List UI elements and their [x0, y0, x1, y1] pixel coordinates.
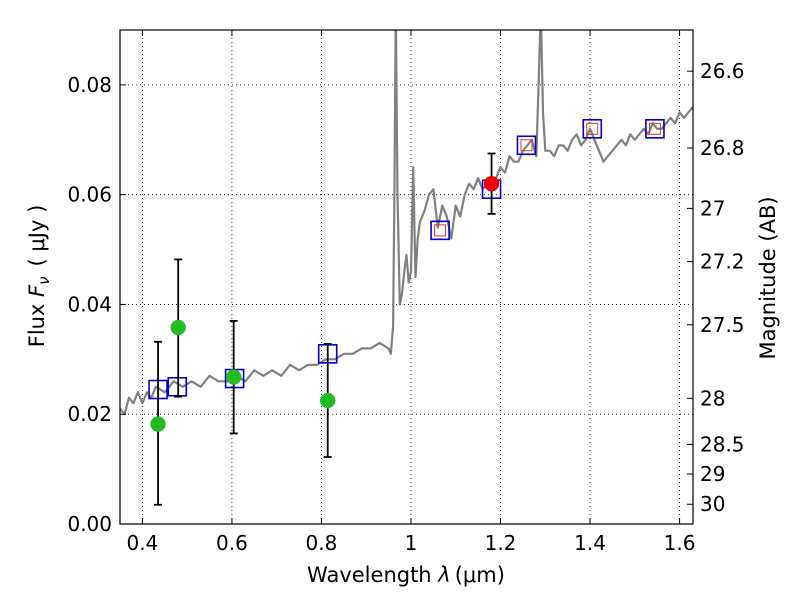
measured-photometry-square [648, 122, 661, 135]
mag-tick-label: 26.8 [700, 136, 745, 160]
mag-tick-label: 28.5 [700, 432, 745, 456]
x-tick-label: 1.6 [664, 531, 696, 555]
y-tick-label: 0.04 [67, 292, 112, 316]
x-axis-title-unit: (μm) [455, 563, 505, 587]
mag-tick-label: 29 [700, 462, 725, 486]
y-axis-title-subscript: ν [35, 276, 53, 284]
y-axis-title-prefix: Flux [25, 297, 49, 347]
y-tick-label: 0.08 [67, 73, 112, 97]
x-tick-label: 0.8 [306, 531, 338, 555]
mag-tick-label: 27 [700, 196, 725, 220]
measured-photometry-square [520, 139, 533, 152]
x-tick-label: 1.4 [574, 531, 606, 555]
model-photometry-square [645, 119, 665, 139]
x-tick-label: 1 [405, 531, 418, 555]
x-axis-title: Wavelength λ (μm) [307, 563, 505, 587]
mag-tick-label: 26.6 [700, 59, 745, 83]
measured-photometry-square [434, 224, 447, 237]
detection-point [319, 392, 336, 409]
plot-frame [119, 29, 694, 525]
x-tick-label: 1.2 [485, 531, 517, 555]
mag-tick-label: 27.5 [700, 313, 745, 337]
x-tick-label: 0.4 [126, 531, 158, 555]
x-axis-title-prefix: Wavelength [307, 563, 438, 587]
markers-layer [148, 119, 665, 506]
model-photometry-square [582, 119, 603, 139]
mag-tick-label: 28 [700, 386, 725, 410]
mag-tick-label: 30 [700, 492, 725, 516]
x-tick-label: 0.6 [216, 531, 248, 555]
y-tick-label: 0.02 [67, 402, 112, 426]
detection-point [225, 369, 242, 385]
model-photometry-square [516, 135, 537, 156]
detection-point [483, 175, 500, 192]
mag-tick-label: 27.2 [700, 250, 745, 274]
x-axis-title-symbol: λ [437, 563, 450, 587]
detection-point [170, 319, 186, 336]
model-sed-line [120, 30, 693, 416]
model-photometry-square [430, 220, 450, 241]
y-axis-title-unit: ( μJy ) [25, 205, 49, 267]
measured-photometry-square [586, 122, 599, 135]
y-axis-title-symbol: F [25, 284, 49, 297]
right-axis-title: Magnitude (AB) [756, 196, 780, 359]
grid [120, 30, 693, 524]
model-sed-layer [120, 30, 693, 416]
y-tick-label: 0.00 [67, 512, 112, 536]
ticks: 0.4 0.6 0.8 1 1.2 1.4 1.6 0.00 0.02 0.04 0.06 0.08 2… [67, 30, 745, 555]
detection-point [150, 416, 166, 432]
y-tick-label: 0.06 [67, 183, 112, 207]
y-axis-title: Flux Fν ( μJy ) [25, 205, 53, 348]
